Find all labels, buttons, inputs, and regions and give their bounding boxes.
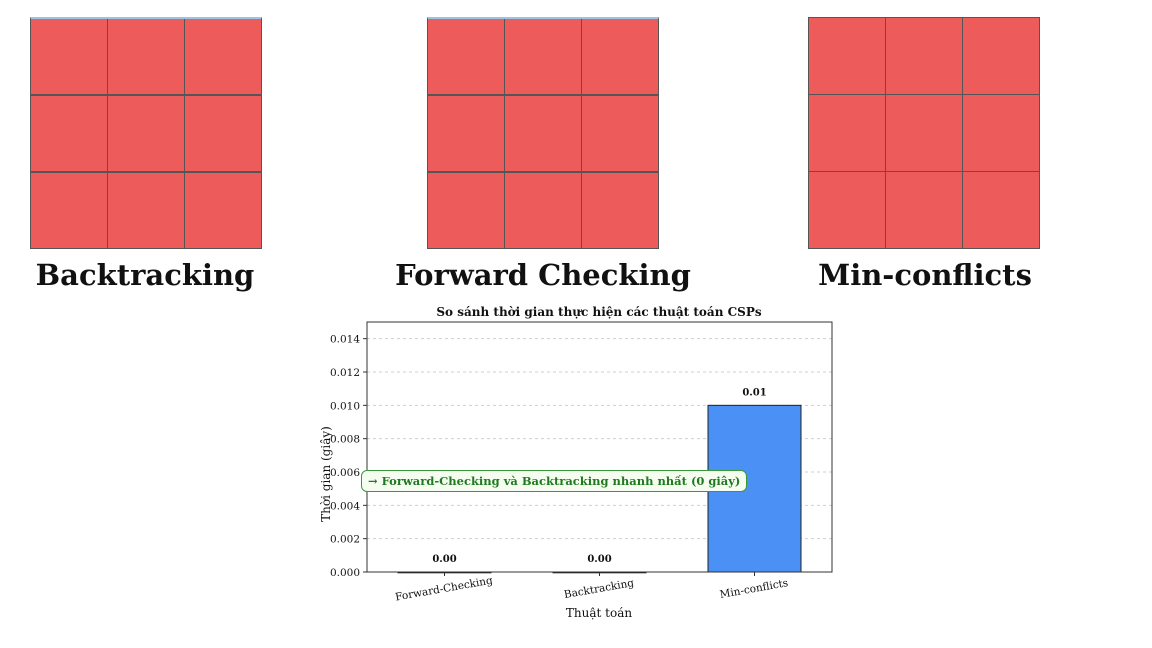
- forward-checking-board: [427, 17, 659, 249]
- data-label: 0.00: [587, 554, 611, 565]
- board-cell: [185, 172, 261, 248]
- board-cell: [963, 172, 1039, 248]
- runtime-bar-chart: So sánh thời gian thực hiện các thuật to…: [319, 305, 833, 620]
- board-cell: [886, 18, 962, 94]
- y-tick-label: 0.000: [330, 567, 360, 579]
- board-cell: [108, 172, 184, 248]
- board-cell: [108, 95, 184, 172]
- board-cell: [886, 95, 962, 171]
- y-tick-label: 0.008: [330, 434, 360, 446]
- y-tick-label: 0.002: [330, 534, 360, 546]
- x-tick-label: Backtracking: [563, 577, 635, 601]
- board-cell: [108, 19, 184, 95]
- y-tick-label: 0.010: [330, 400, 360, 412]
- y-tick-label: 0.004: [330, 500, 360, 512]
- board-cell: [31, 95, 107, 172]
- board-cell: [31, 172, 107, 248]
- fastest-annotation: → Forward-Checking và Backtracking nhanh…: [361, 470, 748, 492]
- board-cell: [582, 172, 658, 248]
- forward-checking-label: Forward Checking: [395, 258, 691, 292]
- board-cell: [428, 95, 504, 172]
- min-conflicts-label: Min-conflicts: [818, 258, 1032, 292]
- board-cell: [963, 18, 1039, 94]
- y-tick-label: 0.006: [330, 467, 360, 479]
- board-cell: [582, 19, 658, 95]
- board-cell: [428, 19, 504, 95]
- backtracking-board: [30, 17, 262, 249]
- data-label: 0.01: [742, 387, 766, 398]
- plot-area-frame: [366, 321, 833, 573]
- backtracking-label: Backtracking: [35, 258, 255, 292]
- x-axis-label: Thuật toán: [566, 606, 632, 620]
- board-cell: [185, 19, 261, 95]
- board-cell: [505, 172, 581, 248]
- board-cell: [582, 95, 658, 172]
- board-cell: [809, 18, 885, 94]
- x-tick-label: Min-conflicts: [719, 577, 789, 601]
- board-cell: [963, 95, 1039, 171]
- board-cell: [809, 172, 885, 248]
- board-cell: [185, 95, 261, 172]
- min-conflicts-board: [808, 17, 1040, 249]
- board-cell: [505, 19, 581, 95]
- board-cell: [886, 172, 962, 248]
- board-cell: [428, 172, 504, 248]
- data-label: 0.00: [432, 554, 456, 565]
- y-tick-label: 0.012: [330, 367, 360, 379]
- x-tick-label: Forward-Checking: [394, 575, 494, 604]
- y-tick-label: 0.014: [330, 334, 360, 346]
- board-cell: [809, 95, 885, 171]
- board-cell: [505, 95, 581, 172]
- y-axis-label: Thời gian (giây): [319, 426, 333, 522]
- board-cell: [31, 19, 107, 95]
- chart-title: So sánh thời gian thực hiện các thuật to…: [436, 305, 761, 319]
